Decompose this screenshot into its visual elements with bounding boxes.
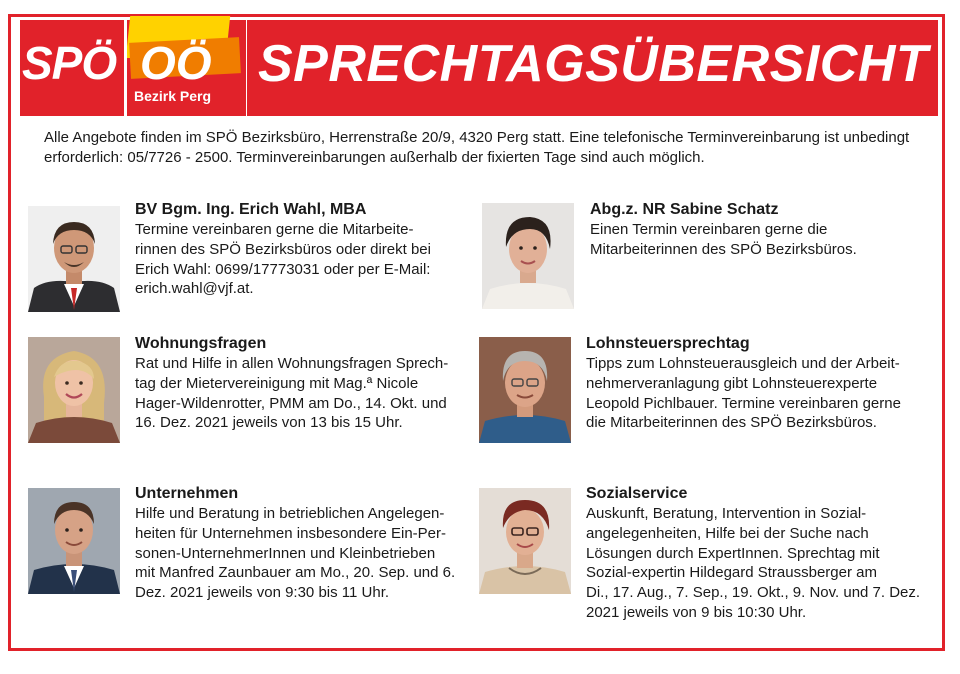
- card-text-erich-wahl: Termine vereinbaren gerne die Mitarbeite…: [135, 220, 431, 299]
- text-line: Leopold Pichlbauer. Termine vereinbaren …: [586, 394, 901, 412]
- card-text-wohnungsfragen: Rat und Hilfe in allen Wohnungsfragen Sp…: [135, 354, 448, 433]
- text-line: Lösungen durch ExpertInnen. Sprechtag mi…: [586, 544, 880, 562]
- card-title-unternehmen: Unternehmen: [135, 485, 239, 502]
- text-line: Erich Wahl: 0699/17773031 oder per E-Mai…: [135, 260, 431, 278]
- text-line: Hager-Wildenrotter, PMM am Do., 14. Okt.…: [135, 394, 447, 412]
- text-line: Rat und Hilfe in allen Wohnungsfragen Sp…: [135, 355, 449, 372]
- text-line: Einen Termin vereinbaren gerne die: [590, 221, 828, 238]
- text-line: erich.wahl@vjf.at.: [135, 280, 254, 298]
- portrait-hildegard-straussberger: [479, 488, 571, 594]
- card-text-sozialservice: Auskunft, Beratung, Intervention in Sozi…: [586, 504, 920, 623]
- intro-text: Alle Angebote finden im SPÖ Bezirksbüro,…: [44, 129, 910, 166]
- text-line: Sozial-expertin Hildegard Straussberger …: [586, 564, 877, 582]
- text-line: heiten für Unternehmen insbesondere Ein-…: [135, 524, 447, 542]
- text-line: Dez. 2021 jeweils von 9:30 bis 11 Uhr.: [135, 584, 390, 602]
- text-line: 16. Dez. 2021 jeweils von 13 bis 15 Uhr.: [135, 414, 403, 432]
- text-line: die Mitarbeiterinnen des SPÖ Bezirksbüro…: [586, 414, 877, 432]
- text-line: tag der Mietervereinigung mit Mag.ª Nico…: [135, 374, 419, 392]
- text-line: Auskunft, Beratung, Intervention in Sozi…: [586, 505, 867, 522]
- page-title: SPRECHTAGSÜBERSICHT: [258, 35, 929, 93]
- logo-divider: [124, 20, 127, 116]
- page-frame: [8, 14, 945, 651]
- text-line: Hilfe und Beratung in betrieblichen Ange…: [135, 505, 445, 522]
- text-line: angelegenheiten, Hilfe bei der Suche nac…: [586, 524, 869, 542]
- card-title-sabine-schatz: Abg.z. NR Sabine Schatz: [590, 201, 779, 218]
- portrait-erich-wahl: [28, 206, 120, 312]
- card-title-wohnungsfragen: Wohnungsfragen: [135, 335, 267, 352]
- logo-oo-text: OÖ: [140, 37, 212, 89]
- card-title-sozialservice: Sozialservice: [586, 485, 688, 502]
- text-line: Di., 17. Aug., 7. Sep., 19. Okt., 9. Nov…: [586, 584, 921, 602]
- portrait-nicole-hager-wildenrotter: [28, 337, 120, 443]
- text-line: sonen-UnternehmerInnen und Kleinbetriebe…: [135, 544, 436, 562]
- card-text-sabine-schatz: Einen Termin vereinbaren gerne die Mitar…: [590, 220, 857, 260]
- portrait-manfred-zaunbauer: [28, 488, 120, 594]
- text-line: rinnen des SPÖ Bezirksbüros oder direkt …: [135, 240, 431, 258]
- card-text-unternehmen: Hilfe und Beratung in betrieblichen Ange…: [135, 504, 455, 603]
- portrait-sabine-schatz: [482, 203, 574, 309]
- text-line: 2021 jeweils von 9 bis 10:30 Uhr.: [586, 603, 807, 621]
- card-title-lohnsteuersprechtag: Lohnsteuersprechtag: [586, 335, 750, 352]
- card-text-lohnsteuersprechtag: Tipps zum Lohnsteuerausgleich und der Ar…: [586, 354, 901, 433]
- text-line: nehmerveranlagung gibt Lohnsteuerexperte: [586, 374, 878, 392]
- text-line: mit Manfred Zaunbauer am Mo., 20. Sep. u…: [135, 564, 456, 582]
- text-line: Tipps zum Lohnsteuerausgleich und der Ar…: [586, 355, 900, 372]
- title-banner: [247, 20, 938, 116]
- text-line: Mitarbeiterinnen des SPÖ Bezirksbüros.: [590, 240, 857, 258]
- logo-subtitle: Bezirk Perg: [134, 88, 212, 104]
- portrait-leopold-pichlbauer: [479, 337, 571, 443]
- card-title-erich-wahl: BV Bgm. Ing. Erich Wahl, MBA: [135, 201, 367, 218]
- text-line: Termine vereinbaren gerne die Mitarbeite…: [135, 221, 414, 238]
- logo-spo-text: SPÖ: [22, 37, 117, 89]
